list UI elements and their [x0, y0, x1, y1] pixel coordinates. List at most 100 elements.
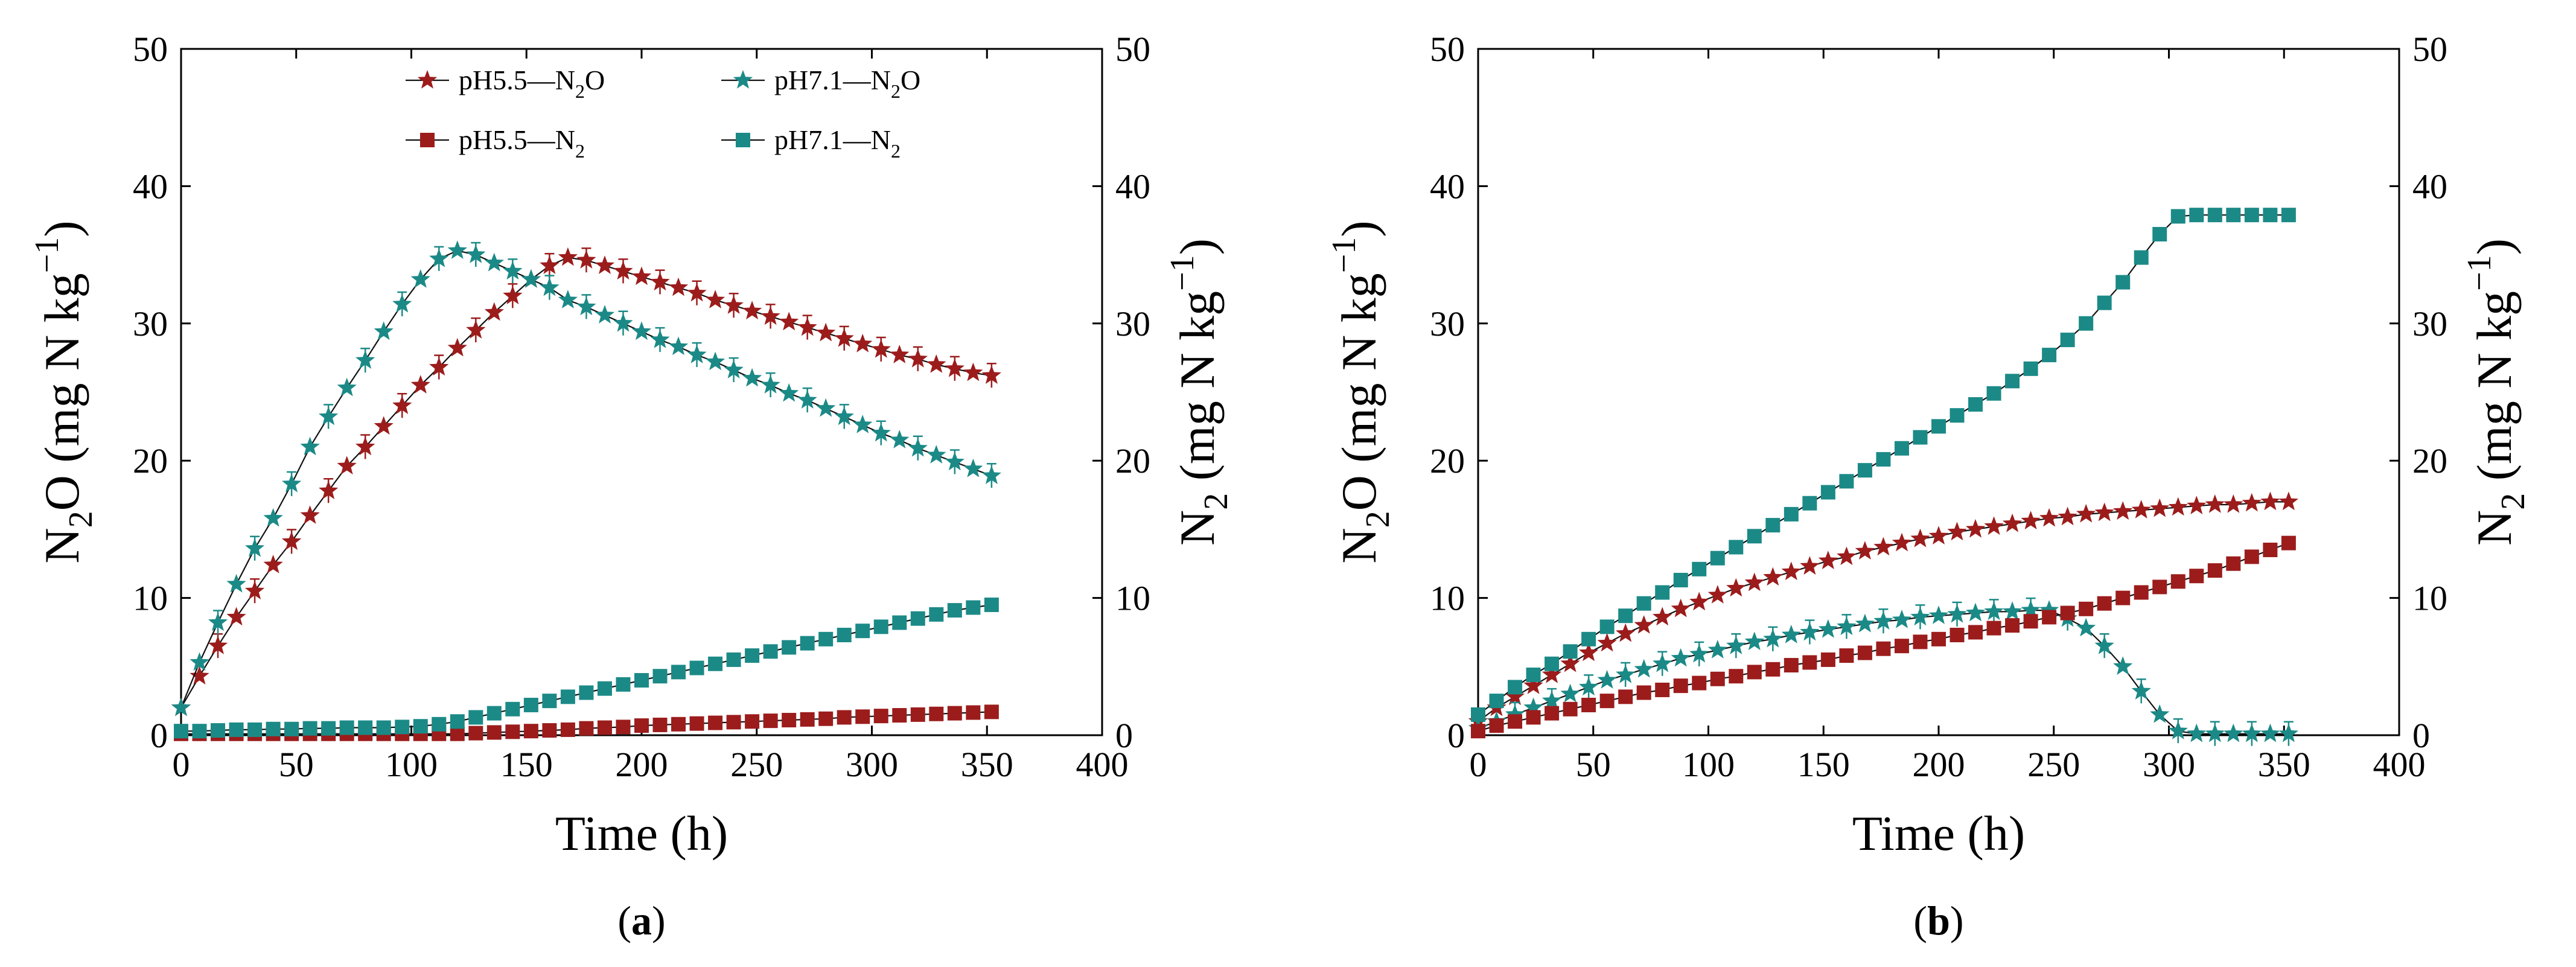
- data-point: [613, 313, 633, 332]
- data-point: [190, 666, 209, 685]
- data-point: [800, 712, 815, 727]
- x-tick-label: 200: [616, 745, 668, 784]
- data-point: [963, 458, 983, 477]
- data-point: [392, 294, 412, 313]
- x-tick-label: 100: [1682, 745, 1735, 784]
- panel-label-letter: a: [631, 898, 652, 943]
- data-point: [966, 600, 981, 615]
- data-point: [450, 726, 465, 741]
- data-point: [300, 505, 320, 524]
- y2-tick-label: 40: [2412, 167, 2447, 206]
- y2-title-sub: 2: [1197, 493, 1235, 510]
- data-point: [1968, 397, 1983, 412]
- data-point: [2134, 585, 2149, 600]
- data-point: [2226, 208, 2241, 223]
- y2-axis-title: N2 (mg N kg−1): [1164, 238, 1235, 546]
- data-point: [742, 301, 762, 320]
- data-point: [597, 720, 612, 735]
- data-point: [1984, 601, 2004, 621]
- data-point: [1747, 529, 1762, 544]
- legend-marker: [420, 133, 435, 147]
- data-point: [745, 714, 760, 729]
- y-title-rest: O (mg N kg: [34, 273, 89, 511]
- data-point: [945, 452, 964, 471]
- data-point: [595, 305, 615, 324]
- y-title-close: ): [1331, 220, 1386, 237]
- data-point: [724, 295, 744, 314]
- data-point: [2094, 502, 2114, 522]
- x-tick-label: 250: [2027, 745, 2080, 784]
- y2-tick-label: 20: [2412, 441, 2447, 480]
- y2-title-main: N: [1170, 510, 1225, 546]
- data-point: [1689, 643, 1709, 663]
- data-point: [947, 603, 962, 618]
- y-title-sup: −1: [28, 237, 66, 273]
- data-point: [1618, 608, 1633, 624]
- data-point: [337, 456, 357, 474]
- y2-tick-label: 50: [1115, 30, 1150, 69]
- data-point: [1597, 670, 1617, 689]
- legend-label-tail: O: [901, 65, 920, 95]
- data-point: [966, 705, 981, 720]
- data-point: [837, 627, 852, 642]
- data-point: [2189, 569, 2204, 584]
- data-point: [2278, 491, 2298, 511]
- data-point: [689, 716, 704, 731]
- series-pH5.5—N2O: [1468, 491, 2298, 730]
- y2-title-sup: −1: [1164, 255, 1201, 291]
- data-point: [1839, 648, 1854, 663]
- y-tick-label: 10: [1430, 579, 1465, 618]
- data-point: [2131, 681, 2151, 700]
- data-point: [853, 415, 873, 433]
- data-point: [263, 555, 283, 573]
- data-point: [1857, 645, 1872, 660]
- data-point: [505, 724, 520, 739]
- data-point: [2260, 491, 2280, 511]
- y2-tick-label: 20: [1115, 441, 1150, 480]
- data-point: [1634, 659, 1654, 678]
- data-point: [2207, 208, 2222, 223]
- data-point: [1471, 707, 1485, 722]
- data-point: [432, 716, 447, 732]
- data-point: [1710, 551, 1725, 566]
- legend-entry: pH7.1—N2: [721, 124, 901, 162]
- data-point: [2278, 723, 2298, 742]
- data-point: [1876, 641, 1891, 656]
- legend-label-sub: 2: [891, 140, 901, 162]
- data-point: [2005, 618, 2020, 633]
- data-point: [855, 709, 870, 724]
- data-point: [1505, 704, 1525, 723]
- data-point: [1579, 677, 1599, 696]
- data-point: [358, 720, 373, 735]
- data-point: [650, 330, 670, 348]
- data-point: [2039, 508, 2059, 527]
- data-point: [1965, 519, 1986, 538]
- data-point: [873, 619, 888, 634]
- data-point: [2023, 614, 2038, 629]
- data-point: [1618, 689, 1633, 704]
- y2-title-main: N: [2467, 510, 2522, 546]
- data-point: [945, 358, 964, 377]
- legend-label: pH5.5—N2O: [459, 65, 605, 102]
- data-point: [689, 660, 704, 675]
- data-point: [726, 652, 741, 667]
- legend-label-tail: O: [585, 65, 605, 95]
- data-point: [1931, 419, 1946, 434]
- data-point: [1744, 631, 1764, 651]
- y2-tick-label: 10: [1115, 579, 1150, 618]
- y-tick-label: 30: [1430, 304, 1465, 343]
- data-point: [486, 706, 502, 721]
- data-point: [1655, 682, 1670, 697]
- data-point: [853, 333, 873, 353]
- data-point: [521, 269, 541, 288]
- data-point: [671, 665, 686, 680]
- data-point: [616, 677, 631, 692]
- data-point: [2242, 723, 2262, 742]
- data-point: [429, 248, 449, 267]
- data-point: [1526, 710, 1541, 725]
- data-point: [1729, 540, 1744, 555]
- data-point: [634, 718, 649, 733]
- data-point: [890, 430, 910, 448]
